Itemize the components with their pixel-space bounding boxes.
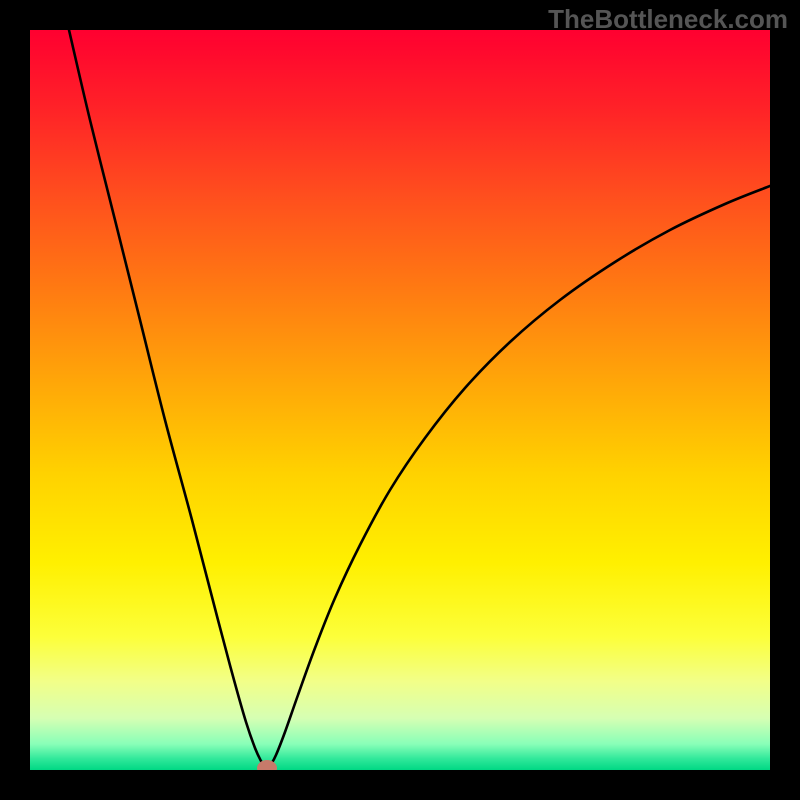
curve-segment: [267, 186, 770, 769]
curve-segment: [69, 30, 267, 769]
plot-area: [30, 30, 770, 770]
bottleneck-curve: [30, 30, 770, 770]
chart-frame: TheBottleneck.com: [0, 0, 800, 800]
